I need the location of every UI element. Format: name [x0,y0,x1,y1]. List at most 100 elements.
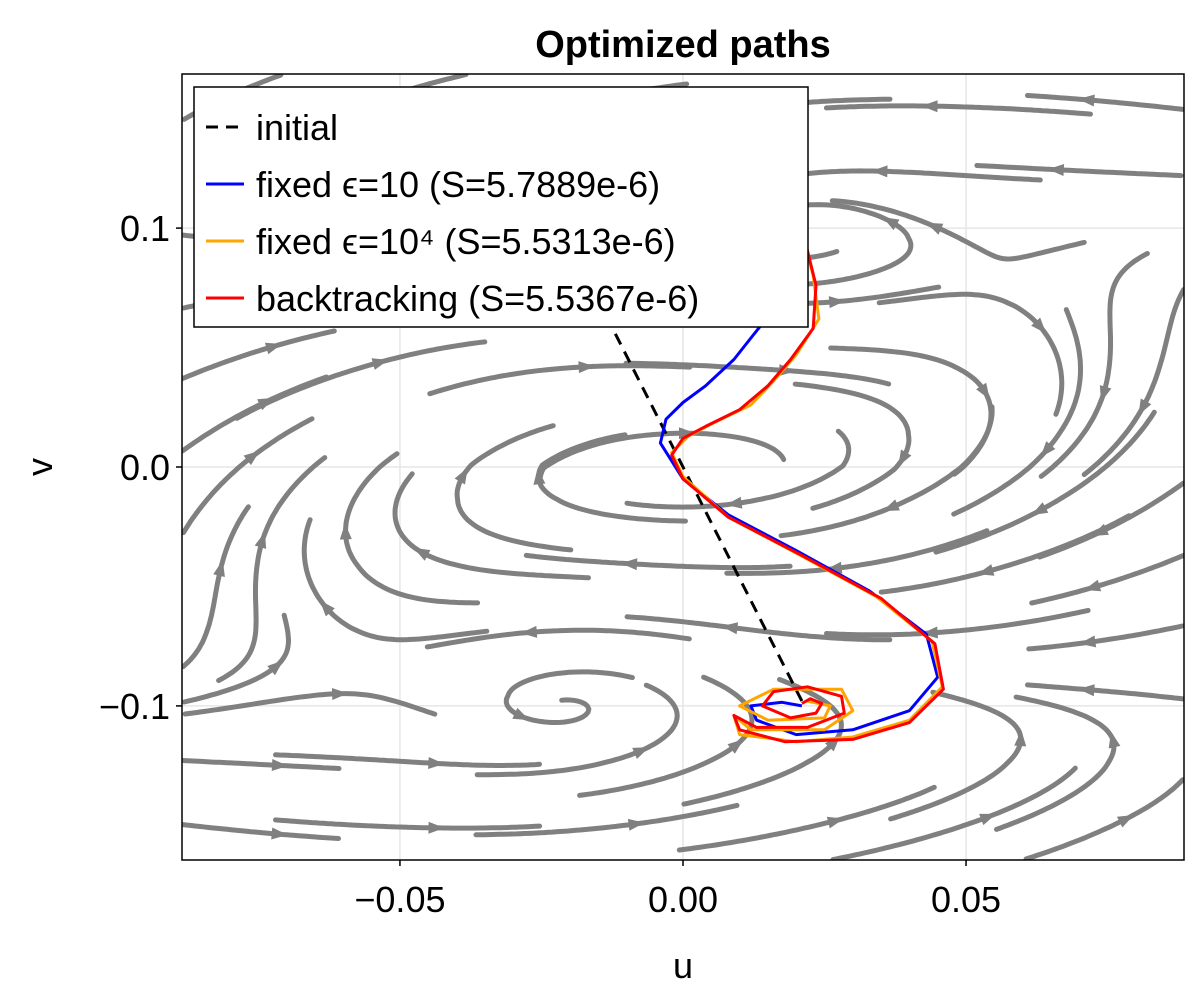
legend-box [193,86,809,328]
stream-arrow [578,361,595,374]
stream-arrow [428,757,445,770]
stream-arrow [882,216,900,231]
streamline [427,363,693,397]
stream-arrow [213,560,225,577]
streamline [182,612,292,705]
stream-arrow [254,531,267,549]
streamline [784,202,914,288]
streamline [624,428,852,510]
streamline [216,455,328,683]
streamline [1025,682,1184,702]
stream-arrow [1099,385,1112,403]
legend-label-3: backtracking (S=5.5367e-6) [256,278,699,319]
streamline [676,784,937,853]
streamline [828,345,994,477]
streamline [974,163,1184,179]
streamline [829,198,1087,262]
streamline [182,758,342,771]
stream-arrow [1138,398,1152,416]
streamline [792,381,912,511]
stream-arrow [678,427,695,440]
streamline [234,339,488,421]
streamline [824,607,1091,638]
stream-arrow [1116,814,1134,828]
stream-arrow [1031,317,1047,334]
stream-arrow [1014,730,1027,747]
stream-arrow [898,449,912,467]
streamline [724,528,990,576]
streamline [273,752,542,768]
stream-arrow [264,342,282,355]
stream-arrow [512,707,530,721]
stream-arrow [1078,684,1095,697]
stream-arrow [271,827,288,840]
streamline [182,328,337,382]
legend: initial fixed ϵ=10 (S=5.7889e-6) fixed ϵ=1… [193,86,809,328]
streamline [474,682,680,778]
stream-arrow [926,222,944,235]
streamline [424,627,692,650]
legend-label-2: fixed ϵ=10⁴ (S=5.5313e-6) [256,221,676,262]
stream-arrow [1047,164,1065,177]
legend-label-0: initial [256,107,338,148]
stream-arrow [1108,731,1121,749]
streamline [454,423,574,553]
x-tick-label: −0.05 [354,879,445,920]
stream-arrow [977,564,995,576]
stream-arrow [721,622,739,635]
stream-arrow [1091,523,1109,537]
stream-arrow [627,818,645,831]
stream-arrow [621,558,638,571]
stream-arrow [339,523,352,540]
streamline [681,677,844,807]
series-line-2 [670,232,944,744]
stream-arrow [921,626,938,639]
streamline [933,409,1157,555]
stream-arrow [271,759,288,772]
stream-arrow [725,496,743,509]
streamline [624,614,893,643]
stream-arrow [828,296,846,309]
streamline [1029,552,1184,606]
streamline [537,430,787,480]
streamline [1025,93,1184,112]
y-tick-label: −0.1 [99,686,170,727]
stream-arrow [1084,579,1102,592]
series-line-0 [562,232,804,702]
legend-label-1: fixed ϵ=10 (S=5.7889e-6) [256,164,660,205]
streamline [994,694,1117,832]
streamline [876,291,1065,417]
streamline [1038,251,1150,479]
streamline [830,765,1078,860]
stream-arrow [371,358,389,370]
stream-arrow [825,561,843,574]
stream-arrow [413,547,431,561]
stream-arrow [976,382,990,400]
stream-arrow [520,625,538,638]
stream-arrow [1040,441,1056,458]
stream-arrow [1079,635,1097,648]
y-tick-label: 0.1 [120,208,170,249]
series-layer [562,227,945,744]
streamline [823,103,1093,117]
stream-arrow [319,600,335,617]
streamline [1023,777,1184,860]
stream-arrow [727,739,744,754]
stream-arrow [428,821,445,834]
stream-arrow [331,687,349,700]
stream-arrow [882,499,900,512]
y-axis-label: v [19,458,60,476]
streamline [774,168,1043,183]
stream-arrow [1078,94,1095,107]
x-tick-label: 0.00 [648,879,718,920]
streamline [342,451,481,606]
axis-ticks: −0.05 0.00 0.05 0.1 0.0 −0.1 [99,208,1001,920]
streamline [1026,623,1184,652]
series-line-3 [670,227,945,744]
streamline [577,674,755,798]
stream-arrow [1031,502,1049,516]
y-tick-label: 0.0 [120,447,170,488]
stream-arrow [826,816,844,829]
streamline [182,822,341,841]
streamline [951,307,1083,517]
